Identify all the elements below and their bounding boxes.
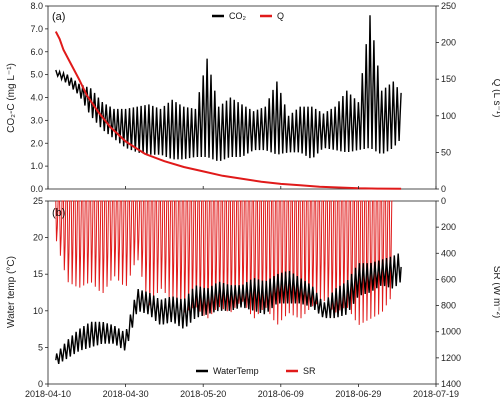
panel-a-left-tick-label: 5.0 [30,70,43,80]
legend-watertemp-label: WaterTemp [213,366,259,376]
panel-a-right-tick-label: 100 [441,111,456,121]
panel-b-label: (b) [52,207,65,219]
panel-a: 0.0 1.0 2.0 3.0 4.0 5.0 6.0 7.0 8.0 0 50 100 150 200… [6,1,500,194]
panel-b-left-axis-label: Water temp (°C) [6,256,17,328]
panel-a-left-tick-label: 1.0 [30,161,43,171]
panel-b-legend: WaterTemp SR [196,366,316,376]
panel-b-left-axis: 0 5 10 15 20 25 [33,196,48,389]
panel-b-right-tick-label: 800 [441,301,456,311]
panel-a-label: (a) [52,11,65,23]
panel-b-right-tick-label: 400 [441,248,456,258]
series-watertemp-line [55,253,402,365]
panel-a-left-tick-label: 8.0 [30,1,43,11]
panel-a-left-axis: 0.0 1.0 2.0 3.0 4.0 5.0 6.0 7.0 8.0 [30,1,48,194]
panel-b-right-tick-label: 1400 [441,379,461,389]
panel-a-right-axis-label: Q (L s⁻¹) [491,79,500,118]
panel-a-right-tick-label: 150 [441,74,456,84]
panel-a-left-tick-label: 4.0 [30,93,43,103]
panel-b-x-tick-label: 2018-05-20 [180,389,226,399]
panel-b-left-tick-label: 0 [38,379,43,389]
panel-a-right-tick-label: 0 [441,184,446,194]
panel-b: 0 5 10 15 20 25 0 200 400 600 800 1000 1200 1400 201… [6,186,500,399]
panel-b-right-axis: 0 200 400 600 800 1000 1200 1400 [436,196,461,389]
panel-b-left-tick-label: 10 [33,306,43,316]
panel-a-left-axis-label: CO₂-C (mg L⁻¹) [6,63,17,133]
panel-a-right-tick-label: 250 [441,1,456,11]
panel-b-x-tick-label: 2018-06-29 [335,389,381,399]
panel-a-left-tick-label: 2.0 [30,138,43,148]
series-co2-line [55,15,402,161]
panel-b-series [55,200,402,365]
panel-b-left-tick-label: 5 [38,342,43,352]
panel-a-left-tick-label: 3.0 [30,115,43,125]
panel-b-left-tick-label: 25 [33,196,43,206]
panel-b-right-axis-label: SR (W m⁻²) [491,266,500,319]
series-q-line [54,31,402,190]
panel-b-right-tick-label: 1000 [441,327,461,337]
panel-b-left-tick-label: 15 [33,269,43,279]
panel-a-left-tick-label: 6.0 [30,47,43,57]
panel-b-x-tick-label: 2018-04-30 [103,389,149,399]
legend-co2-label: CO₂ [229,11,247,21]
panel-a-left-tick-label: 0.0 [30,184,43,194]
panel-b-x-tick-label: 2018-06-09 [258,389,304,399]
legend-q-label: Q [277,11,284,21]
panel-b-x-tick-label: 2018-07-19 [413,389,459,399]
panel-b-x-axis: 2018-04-10 2018-04-30 2018-05-20 2018-06-09… [25,186,459,399]
panel-a-series [54,15,402,190]
panel-a-right-tick-label: 50 [441,147,451,157]
panel-a-legend: CO₂ Q [212,11,284,21]
series-sr-line [55,200,393,325]
panel-b-left-tick-label: 20 [33,233,43,243]
panel-b-right-tick-label: 0 [441,196,446,206]
panel-b-right-tick-label: 1200 [441,353,461,363]
legend-sr-label: SR [303,366,316,376]
panel-a-right-tick-label: 200 [441,38,456,48]
panel-a-right-axis: 0 50 100 150 200 250 [436,1,456,194]
panel-b-x-tick-label: 2018-04-10 [25,389,71,399]
panel-b-right-tick-label: 600 [441,274,456,284]
panel-a-left-tick-label: 7.0 [30,24,43,34]
panel-b-right-tick-label: 200 [441,222,456,232]
